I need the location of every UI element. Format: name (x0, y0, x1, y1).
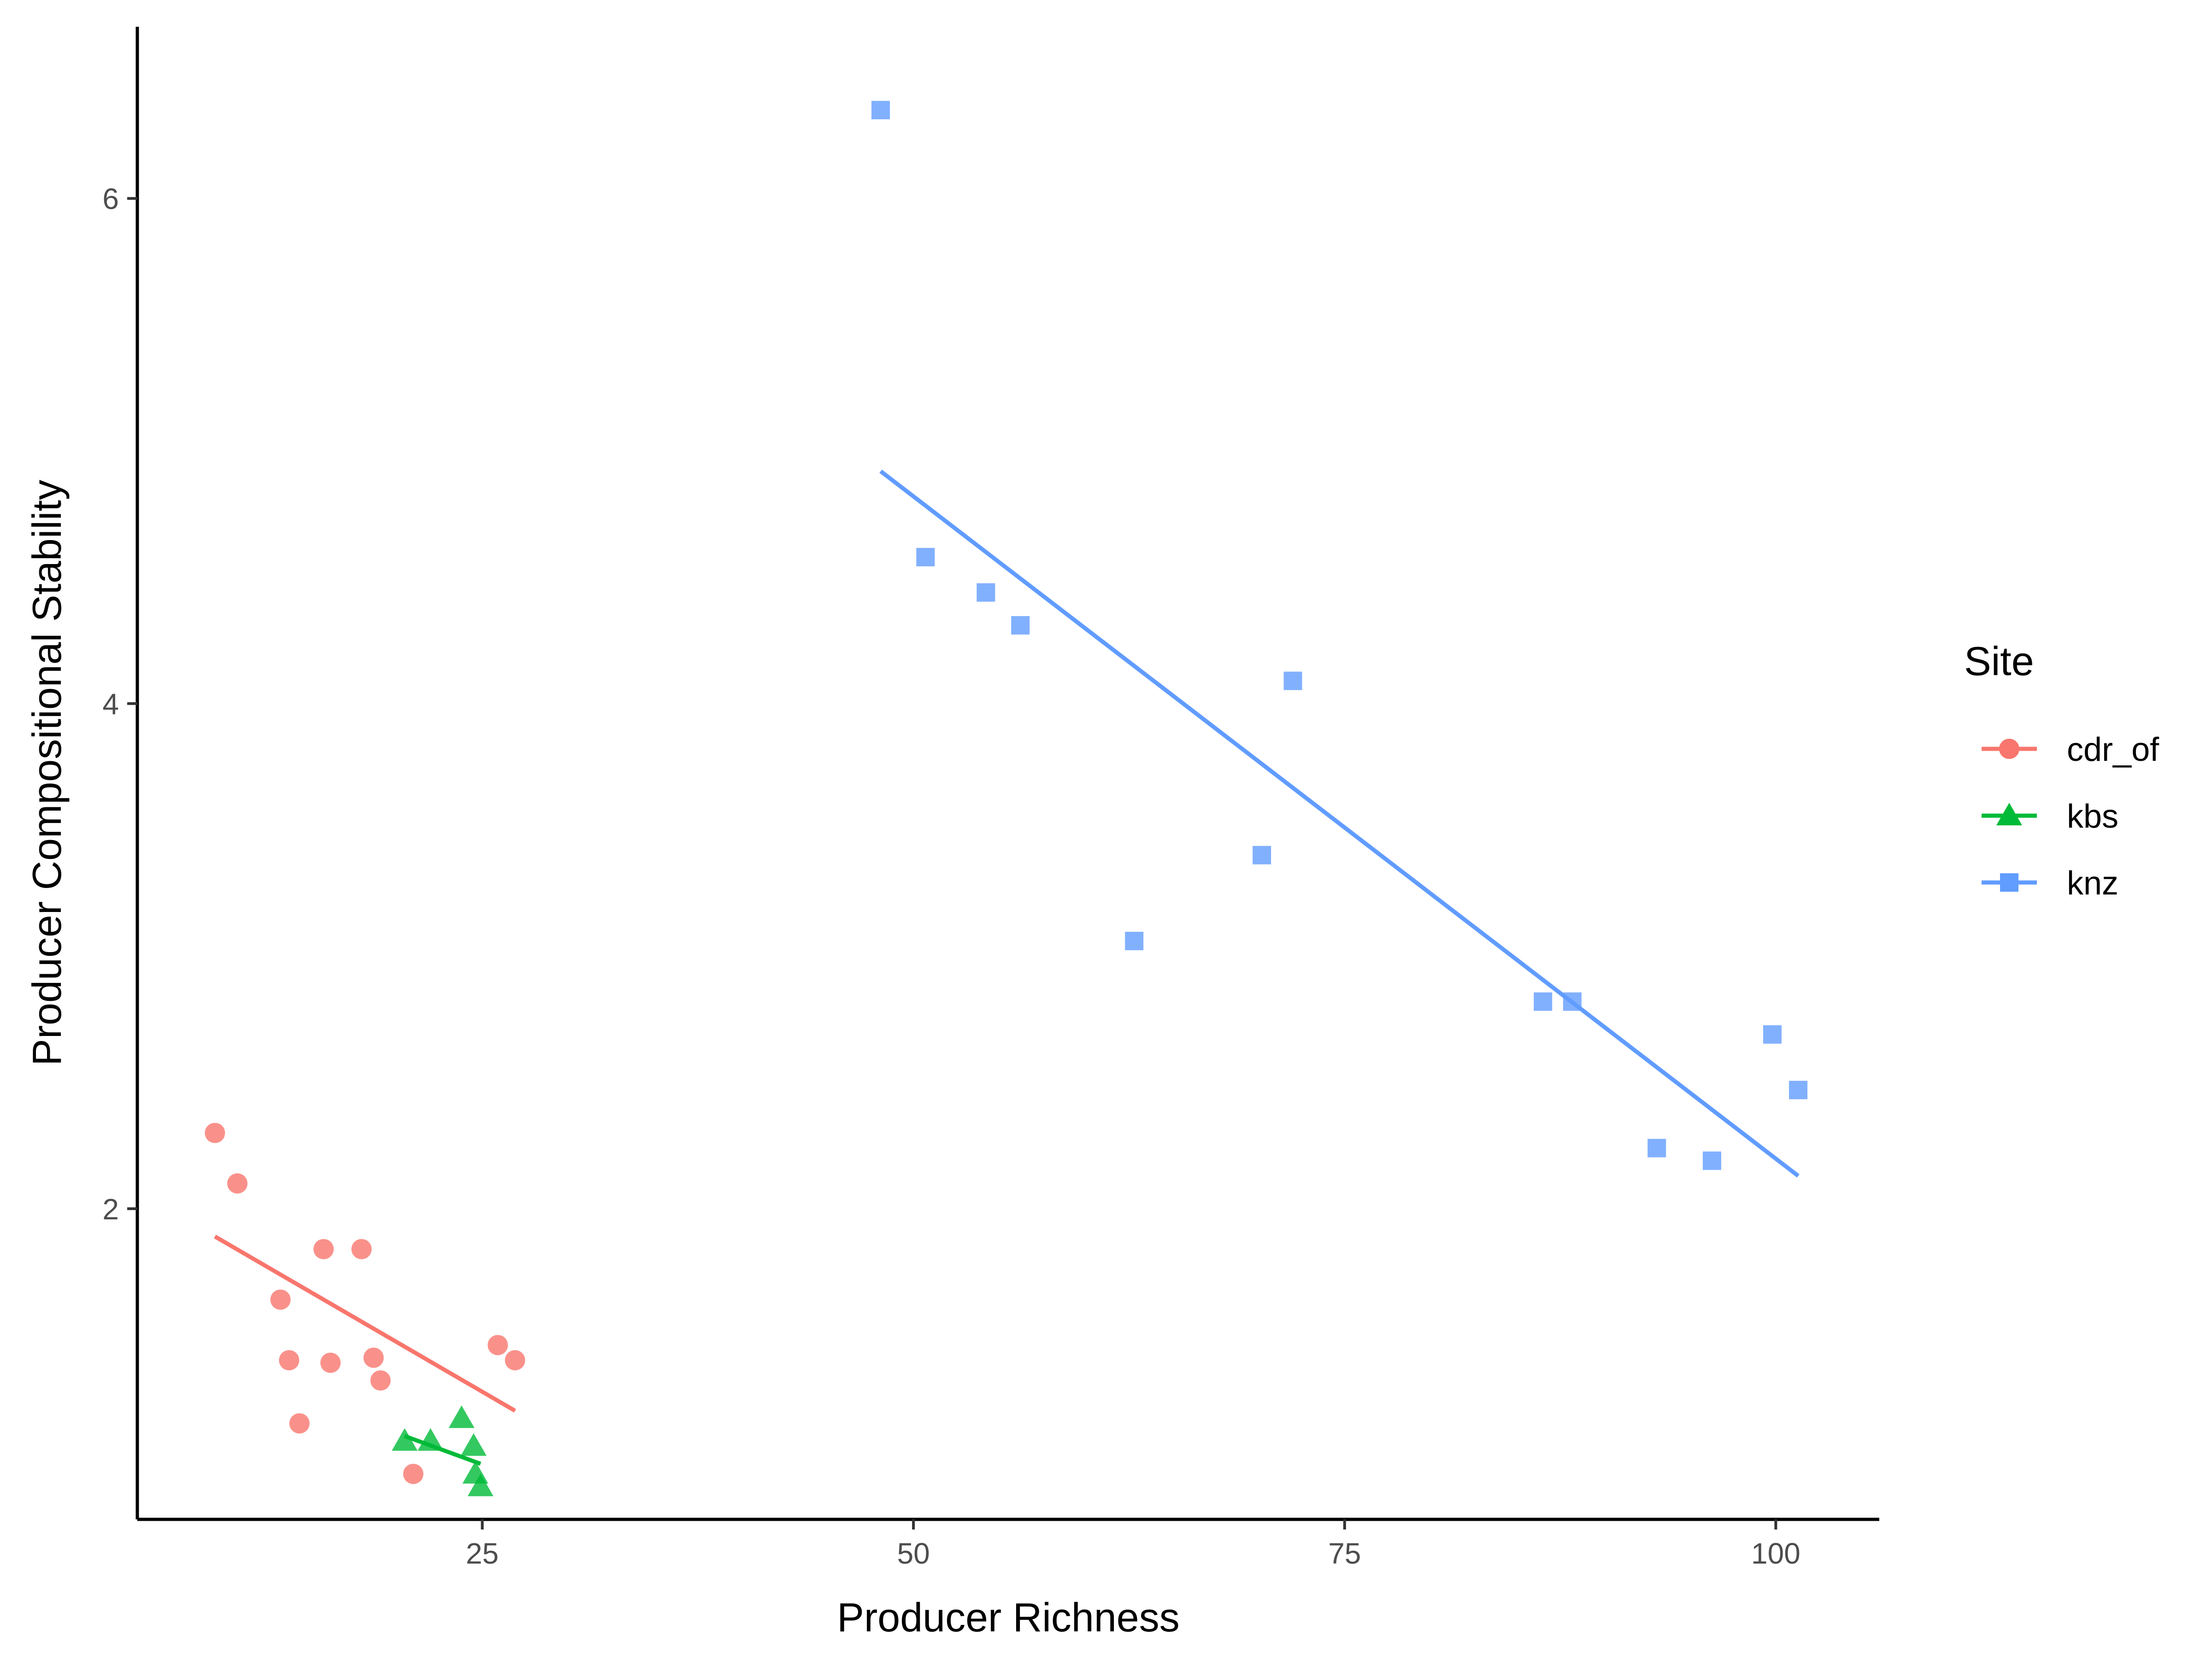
knz-point (1283, 671, 1302, 690)
knz-point (1534, 992, 1553, 1011)
knz-point (1011, 616, 1030, 635)
x-ticks: 25 50 75 100 (466, 1519, 1800, 1570)
kbs-trend-line (404, 1434, 482, 1466)
kbs-point (467, 1473, 494, 1496)
legend-key-circle (1999, 739, 2019, 759)
y-tick-label: 4 (102, 688, 119, 721)
legend-label: knz (2067, 865, 2118, 902)
x-tick-label: 100 (1751, 1537, 1800, 1570)
cdr_of-point (205, 1123, 225, 1143)
kbs-point (460, 1433, 487, 1456)
cdr_of-point (488, 1335, 508, 1355)
x-axis-title: Producer Richness (837, 1594, 1179, 1640)
cdr_of-point (363, 1347, 384, 1368)
knz-point (1789, 1081, 1808, 1100)
series-knz (871, 100, 1808, 1178)
legend-key-triangle (1996, 803, 2022, 825)
knz-point (977, 583, 995, 602)
y-axis-title: Producer Compositional Stability (24, 480, 70, 1066)
cdr_of-point (227, 1173, 248, 1194)
legend-label: kbs (2067, 798, 2118, 835)
y-tick-label: 2 (102, 1193, 119, 1226)
knz-point (1763, 1025, 1782, 1044)
cdr_of-point (505, 1350, 525, 1371)
cdr_of-point (351, 1239, 372, 1259)
legend-item-kbs: kbs (1982, 798, 2118, 835)
knz-point (1125, 931, 1144, 950)
legend-title: Site (1964, 638, 2034, 684)
cdr_of-point (270, 1289, 291, 1310)
knz-point (1702, 1151, 1721, 1170)
cdr_of-point (279, 1350, 300, 1371)
x-tick-label: 50 (897, 1537, 930, 1570)
cdr_of-point (313, 1239, 334, 1259)
legend-key-square (2000, 873, 2018, 892)
kbs-point (392, 1428, 418, 1451)
knz-point (1253, 846, 1271, 865)
cdr_of-point (403, 1464, 424, 1484)
y-tick-label: 6 (102, 182, 119, 216)
x-tick-label: 25 (466, 1537, 499, 1570)
kbs-point (448, 1405, 475, 1428)
y-ticks: 2 4 6 (102, 182, 137, 1226)
knz-point (916, 547, 935, 566)
plot-marks (205, 100, 1808, 1496)
cdr_of-point (289, 1413, 310, 1434)
x-tick-label: 75 (1328, 1537, 1361, 1570)
cdr_of-point (370, 1370, 391, 1391)
legend-item-knz: knz (1982, 865, 2118, 902)
series-cdr_of (205, 1123, 525, 1484)
legend-item-cdr_of: cdr_of (1982, 731, 2159, 768)
cdr_of-point (320, 1353, 341, 1373)
knz-point (1647, 1139, 1666, 1158)
kbs-point (462, 1461, 488, 1484)
axes (135, 27, 1879, 1521)
knz-point (871, 100, 890, 119)
knz-trend-line (879, 470, 1800, 1178)
series-kbs (392, 1405, 494, 1496)
legend-label: cdr_of (2067, 731, 2159, 768)
cdr_of-trend-line (214, 1235, 516, 1413)
